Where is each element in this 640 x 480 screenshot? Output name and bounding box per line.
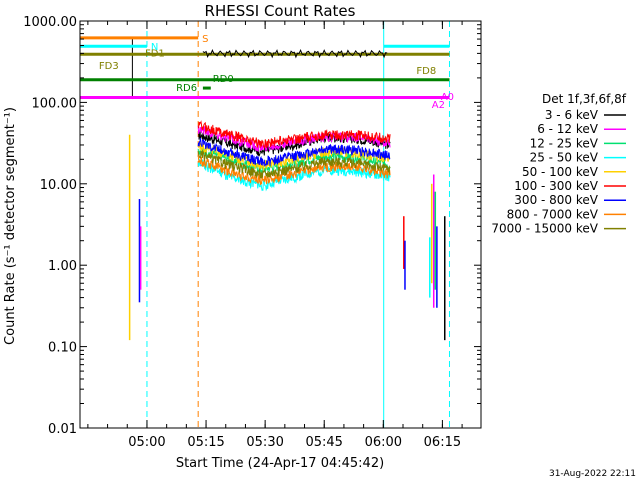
flag-label-a0: A0	[441, 92, 454, 103]
plot-frame	[79, 20, 482, 429]
legend-label: 300 - 800 keV	[514, 193, 598, 207]
y-tick-label: 1000.00	[23, 15, 77, 30]
legend-label: 50 - 100 keV	[522, 165, 599, 179]
flag-label-s: S	[202, 34, 208, 45]
x-axis: 05:00 05:15 05:30 05:45 06:00 06:15	[87, 21, 463, 450]
flag-label-fd3: FD3	[99, 61, 119, 72]
x-tick-label: 06:15	[424, 435, 461, 450]
y-tick-label: 1.00	[48, 259, 77, 274]
y-tick-label: 10.00	[40, 178, 77, 193]
flag-label-a2: A2	[432, 100, 445, 111]
flag-label-rd0: RD0	[213, 74, 234, 85]
legend-label: 6 - 12 keV	[537, 122, 599, 136]
legend-label: 3 - 6 keV	[545, 108, 599, 122]
attenuator-trace	[202, 48, 388, 59]
legend-label: 100 - 300 keV	[514, 179, 598, 193]
legend-label: 25 - 50 keV	[530, 151, 599, 165]
x-tick-label: 05:30	[246, 435, 283, 450]
series-line	[197, 120, 391, 150]
y-axis: 0.01 0.10 1.00 10.00 100.00 1000.00	[23, 15, 481, 437]
y-tick-label: 0.01	[48, 422, 77, 437]
flag-label-fd1: FD1	[145, 49, 165, 60]
footer-date: 31-Aug-2022 22:11	[549, 469, 636, 479]
x-tick-label: 05:15	[187, 435, 224, 450]
y-tick-label: 0.10	[48, 341, 77, 356]
x-tick-label: 05:00	[128, 435, 165, 450]
series-line	[197, 149, 391, 180]
y-tick-label: 100.00	[32, 96, 78, 111]
legend-title: Det 1f,3f,6f,8f	[542, 92, 627, 106]
series-line	[197, 154, 391, 186]
legend-label: 12 - 25 keV	[530, 136, 599, 150]
chart-title: RHESSI Count Rates	[205, 2, 356, 20]
x-axis-label: Start Time (24-Apr-17 04:45:42)	[176, 456, 384, 471]
y-axis-label: Count Rate (s⁻¹ detector segment⁻¹)	[3, 107, 18, 345]
flag-label-rd6: RD6	[176, 83, 197, 94]
series-line	[197, 137, 391, 167]
x-tick-label: 05:45	[305, 435, 342, 450]
legend-label: 800 - 7000 keV	[507, 207, 599, 221]
flag-label-fd8: FD8	[416, 66, 436, 77]
legend-label: 7000 - 15000 keV	[491, 222, 598, 236]
x-tick-label: 06:00	[365, 435, 402, 450]
flag-label-n: N	[151, 42, 158, 53]
